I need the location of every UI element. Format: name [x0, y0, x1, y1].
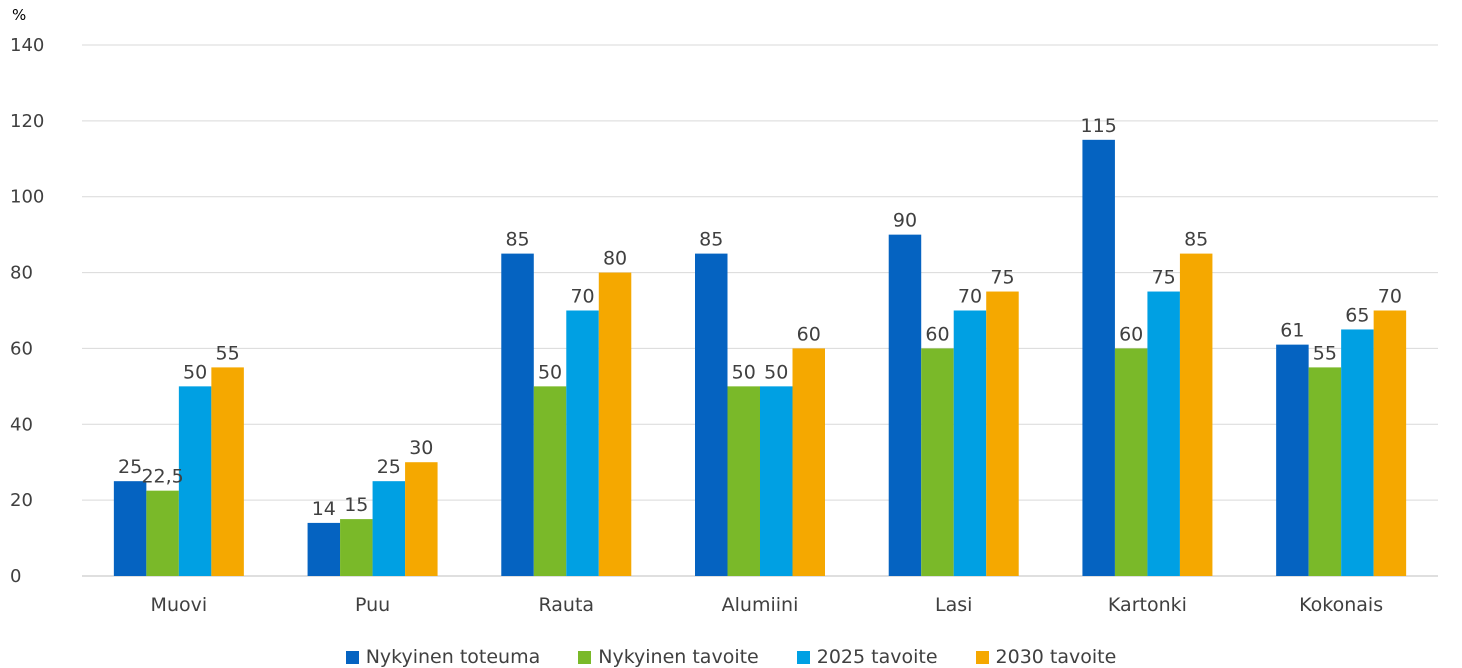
- bar: [1147, 291, 1180, 576]
- bar: [1179, 253, 1213, 576]
- bar: [1082, 139, 1115, 577]
- bar: [178, 386, 212, 576]
- data-label: 85: [505, 229, 529, 251]
- x-category-label: Lasi: [935, 594, 972, 616]
- bar: [1373, 310, 1407, 576]
- x-category-label: Kartonki: [1108, 594, 1187, 616]
- data-label: 15: [344, 494, 368, 516]
- y-tick-label: 0: [10, 566, 21, 587]
- legend-item: 2030 tavoite: [975, 646, 1117, 668]
- x-category-label: Alumiini: [722, 594, 799, 616]
- y-tick-label: 40: [10, 414, 33, 435]
- data-label: 22,5: [141, 466, 183, 488]
- data-label: 14: [312, 498, 336, 520]
- bar: [113, 481, 147, 576]
- data-label: 80: [603, 248, 627, 270]
- data-label: 60: [797, 323, 821, 345]
- legend: Nykyinen toteuma Nykyinen tavoite 2025 tav…: [0, 646, 1462, 668]
- bar: [792, 348, 825, 576]
- legend-item: 2025 tavoite: [796, 646, 938, 668]
- data-label: 60: [925, 323, 949, 345]
- bars: [113, 139, 1407, 577]
- x-category-label: Kokonais: [1299, 594, 1383, 616]
- x-axis-categories: Muovi Puu Rauta Alumiini Lasi Kartonki Kokonai…: [151, 594, 1384, 616]
- bar: [340, 519, 373, 576]
- data-label: 55: [1313, 342, 1337, 364]
- x-category-label: Puu: [355, 594, 390, 616]
- bar: [533, 386, 567, 576]
- bar: [1114, 348, 1148, 576]
- bar: [598, 272, 632, 576]
- legend-swatch: [578, 650, 592, 664]
- data-label: 115: [1081, 115, 1117, 137]
- data-label: 75: [990, 267, 1014, 289]
- bar: [566, 310, 599, 576]
- y-tick-label: 20: [10, 490, 33, 511]
- legend-item: Nykyinen toteuma: [345, 646, 541, 668]
- bar: [146, 490, 179, 576]
- y-tick-label: 60: [10, 338, 33, 359]
- y-tick-label: 120: [10, 111, 44, 132]
- data-label: 55: [216, 342, 240, 364]
- bar: [986, 291, 1019, 576]
- legend-swatch: [345, 650, 359, 664]
- legend-label: 2025 tavoite: [816, 646, 938, 668]
- data-label: 60: [1119, 323, 1143, 345]
- bar: [307, 522, 341, 576]
- bar: [1308, 367, 1342, 576]
- data-label: 25: [118, 456, 142, 478]
- data-label: 70: [958, 286, 982, 308]
- legend-label: Nykyinen toteuma: [365, 646, 541, 668]
- bar: [1276, 344, 1309, 576]
- bar: [405, 462, 438, 576]
- y-unit-label: %: [12, 6, 26, 24]
- bar: [211, 367, 244, 576]
- y-tick-label: 100: [10, 187, 44, 208]
- bar: [953, 310, 987, 576]
- bar: [695, 253, 728, 576]
- data-label: 50: [764, 361, 788, 383]
- bar: [921, 348, 954, 576]
- legend-item: Nykyinen tavoite: [578, 646, 759, 668]
- data-label: 65: [1345, 304, 1369, 326]
- data-label: 25: [377, 456, 401, 478]
- legend-label: Nykyinen tavoite: [598, 646, 759, 668]
- legend-swatch: [975, 650, 989, 664]
- bar: [888, 234, 922, 576]
- y-tick-label: 80: [10, 263, 33, 284]
- data-label: 85: [699, 229, 723, 251]
- data-label: 75: [1152, 267, 1176, 289]
- bar: [1341, 329, 1374, 576]
- y-axis-ticks: 0 20 40 60 80 100 120 140: [10, 35, 44, 587]
- bar: [372, 481, 406, 576]
- data-label: 50: [538, 361, 562, 383]
- bar: [760, 386, 793, 576]
- data-label: 61: [1280, 320, 1304, 342]
- bar: [501, 253, 534, 576]
- data-label: 50: [732, 361, 756, 383]
- legend-swatch: [796, 650, 810, 664]
- data-label: 70: [1378, 286, 1402, 308]
- bar: [727, 386, 760, 576]
- data-label: 90: [893, 210, 917, 232]
- data-label: 50: [183, 361, 207, 383]
- x-category-label: Muovi: [151, 594, 208, 616]
- data-label: 30: [409, 437, 433, 459]
- data-label: 70: [570, 286, 594, 308]
- y-tick-label: 140: [10, 35, 44, 56]
- legend-label: 2030 tavoite: [995, 646, 1117, 668]
- x-category-label: Rauta: [539, 594, 595, 616]
- data-label: 85: [1184, 229, 1208, 251]
